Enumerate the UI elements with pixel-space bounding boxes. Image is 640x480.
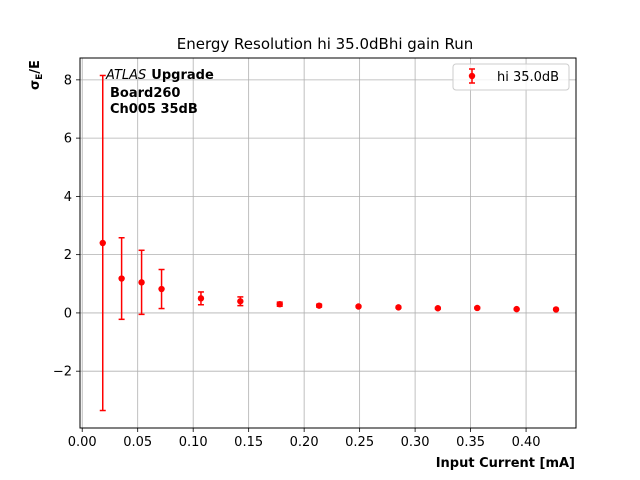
x-tick-layer: 0.00 0.05 0.10 0.15 0.20 0.25 0.30 0.35 0.40 (68, 428, 541, 450)
data-point (474, 304, 481, 312)
y-tick-layer: −2 0 2 4 6 8 (53, 73, 80, 380)
y-tick-label: 4 (64, 190, 72, 205)
y-axis-label-subscript: E (35, 74, 45, 80)
data-point (138, 279, 145, 286)
legend-marker (468, 68, 476, 84)
data-point (158, 285, 165, 293)
x-tick-label: 0.40 (512, 435, 541, 450)
x-tick-label: 0.10 (179, 435, 208, 450)
y-tick-label: 0 (64, 306, 72, 321)
x-tick-label: 0.35 (456, 435, 485, 450)
annotation-atlas: ATLAS (105, 68, 146, 83)
y-axis-label-main: σ (28, 80, 43, 90)
legend-entry-label: hi 35.0dB (497, 70, 559, 85)
chart-title: Energy Resolution hi 35.0dBhi gain Run (177, 35, 473, 53)
x-tick-label: 0.25 (345, 435, 374, 450)
x-tick-label: 0.30 (401, 435, 430, 450)
annotation-line-1: ATLAS Upgrade (105, 68, 214, 83)
data-point (197, 295, 205, 302)
grid-layer (80, 58, 576, 428)
y-axis-label-tail: /E (28, 60, 43, 74)
y-tick-label: 2 (64, 248, 72, 263)
annotation-upgrade: Upgrade (151, 68, 214, 83)
x-tick-label: 0.05 (123, 435, 152, 450)
x-tick-label: 0.15 (234, 435, 263, 450)
annotation-channel: Ch005 35dB (110, 102, 198, 117)
data-point (552, 306, 560, 313)
legend-box (452, 63, 570, 91)
data-point-layer (99, 239, 560, 313)
data-point (395, 304, 402, 311)
error-bar-layer (99, 74, 560, 412)
data-point (355, 303, 362, 310)
data-point (434, 305, 442, 312)
x-tick-label: 0.20 (290, 435, 319, 450)
data-point (118, 275, 125, 282)
y-tick-label: 8 (64, 73, 72, 88)
data-point (315, 302, 323, 309)
y-axis-label: σE/E (28, 60, 45, 90)
atlas-annotation: ATLAS Upgrade Board260 Ch005 35dB (105, 68, 214, 117)
y-tick-label: 6 (64, 132, 72, 147)
data-point (237, 298, 244, 305)
legend: hi 35.0dB (452, 63, 570, 91)
annotation-board: Board260 (110, 86, 180, 101)
data-point (513, 305, 520, 313)
y-tick-label: −2 (53, 365, 72, 380)
plot-frame (79, 57, 577, 429)
data-point (276, 300, 283, 308)
data-point (99, 239, 106, 247)
x-axis-label: Input Current [mA] (436, 456, 575, 471)
x-tick-label: 0.00 (68, 435, 97, 450)
